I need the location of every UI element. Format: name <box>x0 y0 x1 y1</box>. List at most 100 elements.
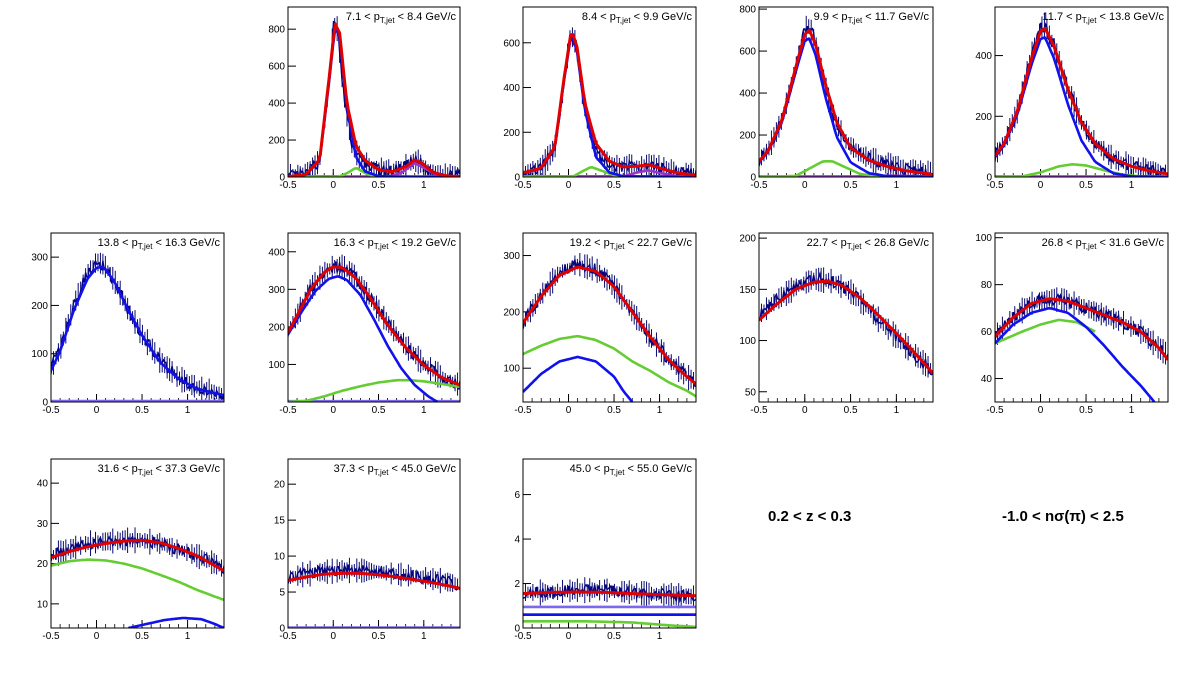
series-group <box>51 252 224 402</box>
x-tick-label: 0 <box>802 180 808 191</box>
data-series <box>288 20 460 177</box>
x-tick-label: 0 <box>566 405 572 416</box>
x-tick-label: 0.5 <box>135 631 149 642</box>
y-tick-label: 10 <box>37 599 49 610</box>
x-tick-label: -0.5 <box>279 631 297 642</box>
y-tick-label: 0 <box>750 173 756 184</box>
total-fit-line <box>759 279 933 375</box>
panel-10: 10 20 30 40 -0.5 0 0.5 1 31.6 < pT,jet < 37.3 Ge… <box>37 458 225 642</box>
pion-fit-line <box>51 265 224 397</box>
total-fit-line <box>995 27 1168 176</box>
y-tick-label: 40 <box>37 479 49 490</box>
x-tick-label: 0 <box>330 405 336 416</box>
total-fit-line <box>288 22 460 177</box>
y-tick-label: 300 <box>268 285 285 296</box>
y-tick-label: 150 <box>739 285 756 296</box>
panel-title: 19.2 < pT,jet < 22.7 GeV/c <box>570 237 693 251</box>
x-tick-label: 0.5 <box>1079 180 1093 191</box>
y-tick-label: 300 <box>31 253 48 264</box>
y-tick-label: 15 <box>274 516 286 527</box>
kaon-fit-line <box>288 378 460 402</box>
x-tick-label: 0.5 <box>372 631 386 642</box>
y-tick-label: 0 <box>986 173 992 184</box>
total-fit-line <box>759 28 933 176</box>
series-group <box>523 27 696 177</box>
x-tick-label: -0.5 <box>750 405 768 416</box>
plot-frame <box>522 6 697 178</box>
panel-title: 13.8 < pT,jet < 16.3 GeV/c <box>98 237 221 251</box>
series-group <box>995 12 1168 177</box>
plot-frame <box>522 458 697 629</box>
panel-title: 45.0 < pT,jet < 55.0 GeV/c <box>570 463 693 477</box>
y-tick-label: 400 <box>739 89 756 100</box>
y-tick-label: 100 <box>31 349 48 360</box>
x-tick-label: -0.5 <box>514 405 532 416</box>
x-tick-label: 0 <box>94 405 100 416</box>
y-tick-label: 100 <box>268 360 285 371</box>
y-tick-label: 0 <box>279 624 285 635</box>
series-group <box>759 15 933 177</box>
panel-title: 22.7 < pT,jet < 26.8 GeV/c <box>807 237 930 251</box>
kaon-fit-line <box>51 558 224 602</box>
y-tick-label: 400 <box>503 83 520 94</box>
y-tick-label: 200 <box>31 301 48 312</box>
pion-fit-line <box>288 26 460 177</box>
y-tick-label: 4 <box>514 535 520 546</box>
data-series <box>288 261 460 390</box>
total-fit-line <box>523 265 696 386</box>
panel-title: 31.6 < pT,jet < 37.3 GeV/c <box>98 463 221 477</box>
x-tick-label: 0.5 <box>844 180 858 191</box>
x-tick-label: -0.5 <box>279 405 297 416</box>
panel-7: 100 200 300 -0.5 0 0.5 1 19.2 < pT,jet < 22.7 G… <box>503 232 697 416</box>
series-group <box>523 253 696 402</box>
y-tick-label: 100 <box>739 336 756 347</box>
x-tick-label: -0.5 <box>42 405 60 416</box>
nsigma-range-annotation: -1.0 < nσ(π) < 2.5 <box>1002 508 1124 525</box>
x-tick-label: 0.5 <box>607 180 621 191</box>
x-tick-label: 1 <box>185 405 191 416</box>
y-tick-label: 200 <box>975 112 992 123</box>
panel-title: 37.3 < pT,jet < 45.0 GeV/c <box>334 463 457 477</box>
y-tick-label: 0 <box>42 398 48 409</box>
kaon-fit-line <box>995 318 1096 345</box>
panel-title: 7.1 < pT,jet < 8.4 GeV/c <box>346 11 457 25</box>
pion-fit-line <box>995 306 1156 402</box>
x-tick-label: 1 <box>657 180 663 191</box>
panel-title: 8.4 < pT,jet < 9.9 GeV/c <box>582 11 693 25</box>
y-tick-label: 800 <box>739 5 756 16</box>
y-tick-label: 800 <box>268 25 285 36</box>
series-group <box>51 527 224 628</box>
y-tick-label: 200 <box>503 128 520 139</box>
x-tick-label: 0.5 <box>844 405 858 416</box>
plot-frame <box>287 458 461 629</box>
x-tick-label: 0.5 <box>372 405 386 416</box>
panel-title: 9.9 < pT,jet < 11.7 GeV/c <box>814 11 930 25</box>
y-tick-label: 2 <box>514 579 520 590</box>
y-tick-label: 200 <box>503 307 520 318</box>
total-fit-line <box>288 571 460 590</box>
y-tick-label: 600 <box>503 38 520 49</box>
plot-frame <box>522 232 697 403</box>
pion-fit-line <box>288 275 439 402</box>
series-group <box>759 267 933 382</box>
x-tick-label: 0 <box>1038 405 1044 416</box>
plot-frame <box>50 232 225 403</box>
y-tick-label: 600 <box>268 62 285 73</box>
x-tick-label: 0.5 <box>135 405 149 416</box>
x-tick-label: 0 <box>330 180 336 191</box>
x-tick-label: 1 <box>1129 405 1135 416</box>
y-tick-label: 0 <box>514 624 520 635</box>
y-tick-label: 200 <box>268 322 285 333</box>
y-tick-label: 20 <box>274 480 286 491</box>
x-tick-label: -0.5 <box>514 631 532 642</box>
plot-frame <box>994 6 1169 178</box>
panel-title: 16.3 < pT,jet < 19.2 GeV/c <box>334 237 457 251</box>
y-tick-label: 30 <box>37 519 49 530</box>
x-tick-label: -0.5 <box>279 180 297 191</box>
y-tick-label: 100 <box>975 233 992 244</box>
